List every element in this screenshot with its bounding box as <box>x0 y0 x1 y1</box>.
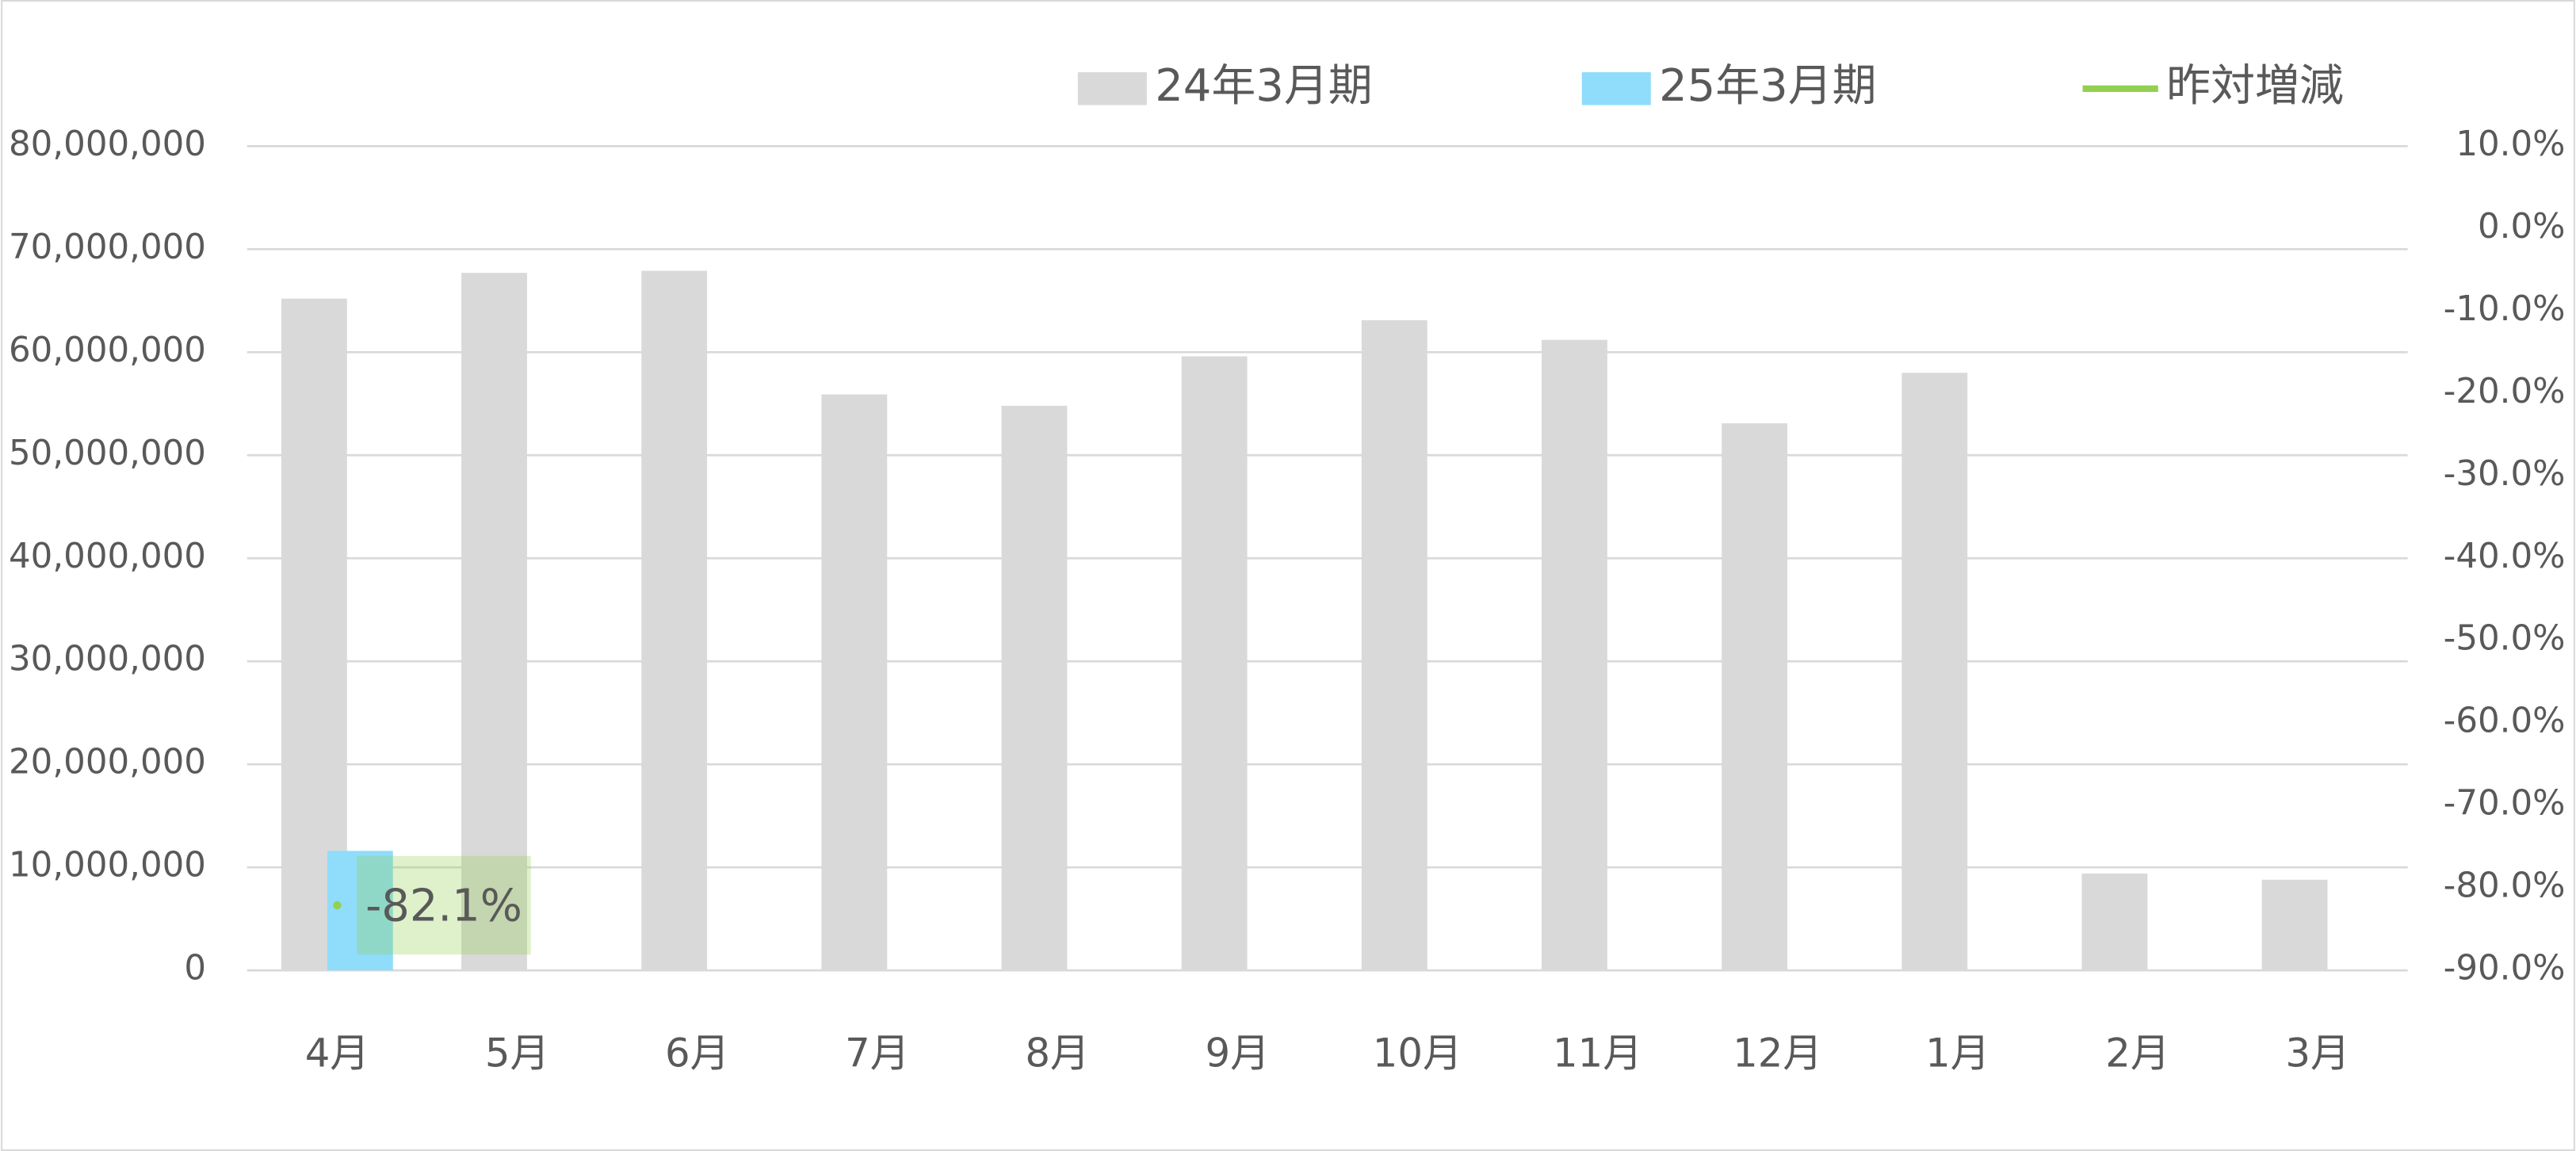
y2-tick-label: -90.0% <box>2444 949 2566 988</box>
data-label: -82.1% <box>365 880 522 931</box>
y-tick-label: 80,000,000 <box>9 124 206 164</box>
x-tick-label: 5月 <box>485 1030 549 1076</box>
bar <box>461 273 527 971</box>
x-tick-label: 12月 <box>1733 1030 1822 1076</box>
y2-tick-label: -20.0% <box>2444 372 2566 411</box>
data-label-box <box>357 855 531 955</box>
y2-tick-label: -70.0% <box>2444 784 2566 824</box>
y-tick-label: 30,000,000 <box>9 640 206 679</box>
x-tick-label: 10月 <box>1373 1030 1462 1076</box>
y2-tick-label: -80.0% <box>2444 866 2566 906</box>
y-tick-label: 70,000,000 <box>9 228 206 267</box>
bar <box>1722 423 1788 971</box>
bar <box>1001 405 1068 971</box>
y-tick-label: 10,000,000 <box>9 846 206 885</box>
x-tick-label: 1月 <box>1925 1030 1989 1076</box>
x-tick-label: 6月 <box>665 1030 729 1076</box>
y-tick-label: 60,000,000 <box>9 331 206 370</box>
y2-tick-label: -60.0% <box>2444 702 2566 741</box>
y2-tick-label: -30.0% <box>2444 454 2566 494</box>
x-tick-label: 2月 <box>2105 1030 2169 1076</box>
x-tick-label: 9月 <box>1205 1030 1269 1076</box>
y-tick-label: 40,000,000 <box>9 537 206 576</box>
y2-tick-label: 0.0% <box>2478 207 2565 247</box>
y2-tick-label: 10.0% <box>2456 124 2565 164</box>
y-tick-label: 0 <box>184 949 206 988</box>
line-point <box>333 901 342 910</box>
y-tick-label: 50,000,000 <box>9 434 206 473</box>
y2-tick-label: -40.0% <box>2444 537 2566 576</box>
bar <box>1542 339 1607 971</box>
y-tick-label: 20,000,000 <box>9 743 206 782</box>
x-tick-label: 7月 <box>845 1030 909 1076</box>
legend-swatch <box>1581 72 1651 105</box>
bar <box>821 394 888 971</box>
bar <box>1361 320 1428 971</box>
legend-label: 25年3月期 <box>1659 60 1876 112</box>
bar <box>1901 373 1968 971</box>
bar <box>2081 873 2148 971</box>
x-tick-label: 11月 <box>1553 1030 1642 1076</box>
legend-label: 昨対増減 <box>2166 60 2344 112</box>
bar <box>641 270 708 971</box>
bar <box>1181 356 1248 971</box>
y2-tick-label: -50.0% <box>2444 619 2566 659</box>
x-tick-label: 4月 <box>305 1030 369 1076</box>
legend-swatch <box>1077 72 1147 105</box>
legend-label: 24年3月期 <box>1155 60 1372 112</box>
bar <box>2261 879 2328 971</box>
x-tick-label: 3月 <box>2285 1030 2349 1076</box>
y2-tick-label: -10.0% <box>2444 289 2566 329</box>
bar <box>327 851 393 971</box>
x-tick-label: 8月 <box>1025 1030 1089 1076</box>
